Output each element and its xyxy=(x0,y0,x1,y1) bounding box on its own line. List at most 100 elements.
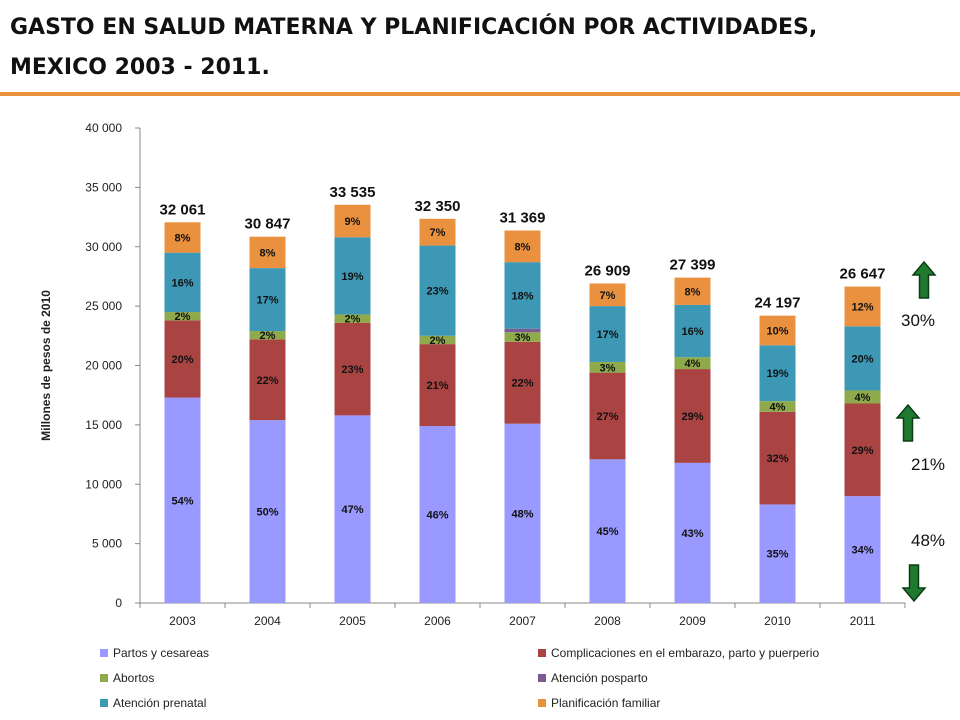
segment-label: 46% xyxy=(426,510,448,522)
title-rule xyxy=(0,92,960,96)
slide-title-line-1: GASTO EN SALUD MATERNA Y PLANIFICACIÓN P… xyxy=(10,15,818,40)
segment-label: 32% xyxy=(766,453,788,465)
bar-segment xyxy=(504,341,541,424)
bar-segment xyxy=(589,361,626,373)
segment-label: 2% xyxy=(260,330,276,342)
bar-segment xyxy=(589,306,626,362)
segment-label: 43% xyxy=(681,528,703,540)
x-tick-label: 2003 xyxy=(169,614,196,628)
y-tick-label: 20 000 xyxy=(85,359,122,373)
x-tick-label: 2010 xyxy=(764,614,791,628)
x-tick-label: 2007 xyxy=(509,614,536,628)
bar-segment xyxy=(759,315,796,346)
change-percent-label: 48% xyxy=(911,531,945,550)
total-label: 27 399 xyxy=(670,257,716,274)
segment-label: 22% xyxy=(511,378,533,390)
slide-title: GASTO EN SALUD MATERNA Y PLANIFICACIÓN P… xyxy=(10,8,940,88)
chart-legend: Partos y cesareas Complicaciones en el em… xyxy=(100,646,819,710)
segment-label: 23% xyxy=(341,364,363,376)
segment-label: 7% xyxy=(430,227,446,239)
segment-label: 17% xyxy=(256,295,278,307)
legend-label: Complicaciones en el embarazo, parto y p… xyxy=(551,646,819,660)
segment-label: 8% xyxy=(175,232,191,244)
x-tick-label: 2009 xyxy=(679,614,706,628)
x-tick-label: 2004 xyxy=(254,614,281,628)
total-labels: 32 061 30 847 33 535 32 350 31 369 26 909 27 3… xyxy=(160,184,886,312)
bar-segment xyxy=(504,423,541,603)
chart-bars xyxy=(164,204,881,603)
arrow-down-icon xyxy=(901,564,927,603)
segment-label: 47% xyxy=(341,504,363,516)
bar-segment xyxy=(419,218,456,246)
legend-swatch xyxy=(538,699,546,707)
segment-label: 34% xyxy=(851,545,873,557)
bar-segment xyxy=(674,357,711,370)
segment-label: 18% xyxy=(511,290,533,302)
segment-label: 8% xyxy=(260,247,276,259)
segment-label: 8% xyxy=(685,286,701,298)
segment-label: 22% xyxy=(256,375,278,387)
bar-segment xyxy=(844,496,881,603)
change-percent-label: 21% xyxy=(911,455,945,474)
bar-segment xyxy=(589,372,626,460)
segment-label: 4% xyxy=(685,358,701,370)
y-tick-label: 40 000 xyxy=(85,121,122,135)
bar-segment xyxy=(164,222,201,253)
bar-segment xyxy=(334,314,371,323)
y-tick-label: 15 000 xyxy=(85,418,122,432)
total-label: 33 535 xyxy=(330,184,376,201)
bar-segment xyxy=(334,415,371,603)
segment-label: 16% xyxy=(171,277,193,289)
legend-swatch xyxy=(100,674,108,682)
bar-segment xyxy=(334,322,371,416)
bar-segment xyxy=(249,339,286,421)
bar-segment xyxy=(249,420,286,603)
legend-swatch xyxy=(100,699,108,707)
segment-label: 29% xyxy=(851,445,873,457)
total-label: 26 909 xyxy=(585,262,631,279)
total-label: 30 847 xyxy=(245,216,291,233)
segment-label: 20% xyxy=(851,353,873,365)
segment-label: 12% xyxy=(851,301,873,313)
x-tick-label: 2005 xyxy=(339,614,366,628)
segment-label: 48% xyxy=(511,508,533,520)
segment-label: 50% xyxy=(256,507,278,519)
segment-label: 20% xyxy=(171,354,193,366)
legend-label: Planificación familiar xyxy=(551,696,660,710)
bar-segment xyxy=(759,345,796,402)
arrow-up-icon xyxy=(895,403,921,442)
change-percent-label: 30% xyxy=(901,311,935,330)
segment-label: 4% xyxy=(770,401,786,413)
segment-label: 23% xyxy=(426,286,448,298)
x-tick-label: 2006 xyxy=(424,614,451,628)
segment-label: 3% xyxy=(515,332,531,344)
segment-label: 45% xyxy=(596,526,618,538)
total-label: 31 369 xyxy=(500,209,546,226)
legend-label: Atención prenatal xyxy=(113,696,206,710)
y-tick-label: 25 000 xyxy=(85,299,122,313)
bar-segment xyxy=(419,335,456,345)
segment-label: 16% xyxy=(681,326,703,338)
bar-segment xyxy=(164,252,201,313)
bar-segment xyxy=(759,504,796,603)
bar-segment xyxy=(589,283,626,307)
bar-segment xyxy=(504,328,541,333)
segment-label: 10% xyxy=(766,325,788,337)
legend-swatch xyxy=(538,674,546,682)
x-tick-label: 2008 xyxy=(594,614,621,628)
segment-label: 9% xyxy=(345,216,361,228)
x-tick-label: 2011 xyxy=(850,614,876,628)
segment-label: 17% xyxy=(596,329,618,341)
slide-title-line-2: MEXICO 2003 - 2011. xyxy=(10,55,270,80)
segment-label: 19% xyxy=(341,271,363,283)
bar-segment xyxy=(674,369,711,463)
bar-segment xyxy=(164,320,201,398)
y-tick-label: 35 000 xyxy=(85,180,122,194)
segment-label: 21% xyxy=(426,380,448,392)
y-tick-label: 0 xyxy=(115,596,122,610)
segment-labels: 54% 20% 2% 16% 8% 50% 22% 2% 17% 8% 47% 23% 2% 19% 9% 4… xyxy=(171,216,873,561)
bar-segment xyxy=(334,204,371,238)
total-label: 32 350 xyxy=(415,198,461,215)
legend-label: Atención posparto xyxy=(551,671,648,685)
bar-segment xyxy=(844,390,881,404)
